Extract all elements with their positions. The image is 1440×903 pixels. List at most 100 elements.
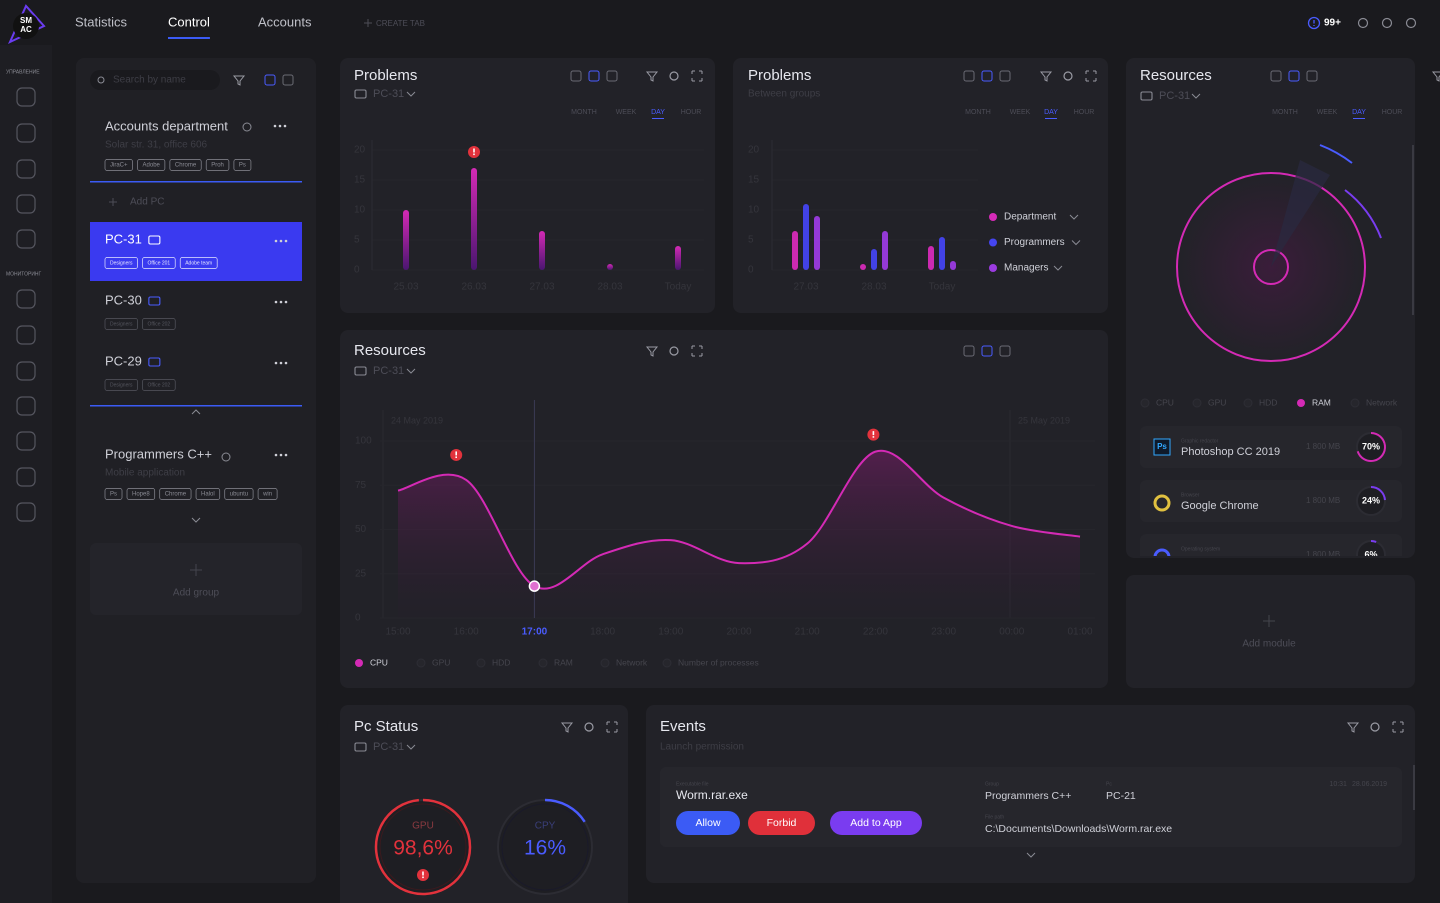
action-button[interactable] [748,811,815,835]
legend-dot[interactable] [416,658,426,668]
action-button[interactable] [830,811,922,835]
legend-dot[interactable] [355,659,363,667]
nav-tab[interactable]: Accounts [258,14,312,29]
expand-icon[interactable] [691,70,703,82]
chevron[interactable] [1053,265,1063,271]
filter-icon[interactable] [1431,71,1440,82]
app-card[interactable] [1140,534,1402,576]
view-icon[interactable] [606,70,618,82]
period-tab[interactable]: DAY [1352,109,1366,116]
period-tab[interactable]: WEEK [1010,109,1031,116]
legend-dot[interactable] [600,658,610,668]
chevron[interactable] [1191,93,1201,99]
legend-dot[interactable] [1297,399,1305,407]
rail-icon[interactable] [16,123,36,143]
menu-dot[interactable] [284,361,288,365]
add-pc[interactable]: Add PC [130,197,164,208]
view-icon[interactable] [981,345,993,357]
period-tab[interactable]: HOUR [681,109,702,116]
view-icon[interactable] [282,74,294,86]
action-button[interactable] [676,811,740,835]
filter-icon[interactable] [232,75,246,86]
chevron[interactable] [1069,214,1079,220]
menu-dot[interactable] [284,239,288,243]
chevron[interactable] [191,517,201,523]
filter-icon[interactable] [1039,71,1053,82]
period-tab[interactable]: MONTH [965,109,991,116]
legend-dot[interactable] [1140,398,1150,408]
menu-dot[interactable] [279,453,283,457]
settings-icon[interactable] [669,71,679,81]
rail-icon[interactable] [16,159,36,179]
period-tab[interactable]: HOUR [1074,109,1095,116]
view-icon[interactable] [570,70,582,82]
view-icon[interactable] [1270,70,1282,82]
add-group-box[interactable] [90,543,302,615]
view-icon[interactable] [999,345,1011,357]
rail-icon[interactable] [16,325,36,345]
rail-icon[interactable] [16,289,36,309]
view-icon[interactable] [999,70,1011,82]
period-tab[interactable]: WEEK [1317,109,1338,116]
filter-icon[interactable] [560,722,574,733]
period-tab[interactable]: MONTH [571,109,597,116]
legend-dot[interactable] [538,658,548,668]
legend-dot[interactable] [1192,398,1202,408]
menu-dot[interactable] [274,361,278,365]
nav-icon[interactable] [1405,17,1417,29]
view-icon[interactable] [588,70,600,82]
rail-icon[interactable] [16,361,36,381]
legend-dot[interactable] [1243,398,1253,408]
rail-icon[interactable] [16,194,36,214]
menu-dot[interactable] [274,300,278,304]
app-card[interactable] [1140,480,1402,522]
settings-icon[interactable] [1370,722,1380,732]
settings-icon[interactable] [669,346,679,356]
menu-dot[interactable] [274,453,278,457]
chevron[interactable] [406,368,416,374]
nav-tab[interactable]: Control [168,14,210,29]
period-tab[interactable]: WEEK [616,109,637,116]
app-card[interactable] [1140,426,1402,468]
period-tab[interactable]: MONTH [1272,109,1298,116]
menu-dot[interactable] [284,300,288,304]
view-icon[interactable] [1306,70,1318,82]
menu-dot[interactable] [284,453,288,457]
filter-icon[interactable] [645,71,659,82]
nav-icon[interactable] [1357,17,1369,29]
legend-dot[interactable] [1350,398,1360,408]
view-icon[interactable] [963,70,975,82]
menu-dot[interactable] [279,239,283,243]
nav-tab[interactable]: Statistics [75,14,128,29]
expand-icon[interactable] [691,345,703,357]
chevron-up[interactable] [191,409,201,415]
legend-label[interactable]: Department [1004,212,1056,223]
settings-icon[interactable] [1063,71,1073,81]
settings-icon[interactable] [584,722,594,732]
rail-icon[interactable] [16,396,36,416]
filter-icon[interactable] [645,346,659,357]
view-icon[interactable] [1288,70,1300,82]
legend-dot[interactable] [662,658,672,668]
expand-icon[interactable] [1392,721,1404,733]
create-tab[interactable]: CREATE TAB [376,19,425,28]
expand-icon[interactable] [1085,70,1097,82]
period-tab[interactable]: DAY [651,109,665,116]
chevron[interactable] [1026,852,1036,858]
view-icon[interactable] [981,70,993,82]
chevron[interactable] [1071,240,1081,246]
view-icon[interactable] [264,74,276,86]
period-tab[interactable]: DAY [1044,109,1058,116]
rail-icon[interactable] [16,502,36,522]
legend-label[interactable]: Managers [1004,263,1048,274]
rail-icon[interactable] [16,431,36,451]
search-box[interactable] [90,70,220,90]
rail-icon[interactable] [16,87,36,107]
nav-icon[interactable] [1381,17,1393,29]
pc-item-selected[interactable] [90,222,302,281]
view-icon[interactable] [963,345,975,357]
period-tab[interactable]: HOUR [1382,109,1403,116]
legend-label[interactable]: Programmers [1004,237,1065,248]
expand-icon[interactable] [606,721,618,733]
legend-dot[interactable] [476,658,486,668]
